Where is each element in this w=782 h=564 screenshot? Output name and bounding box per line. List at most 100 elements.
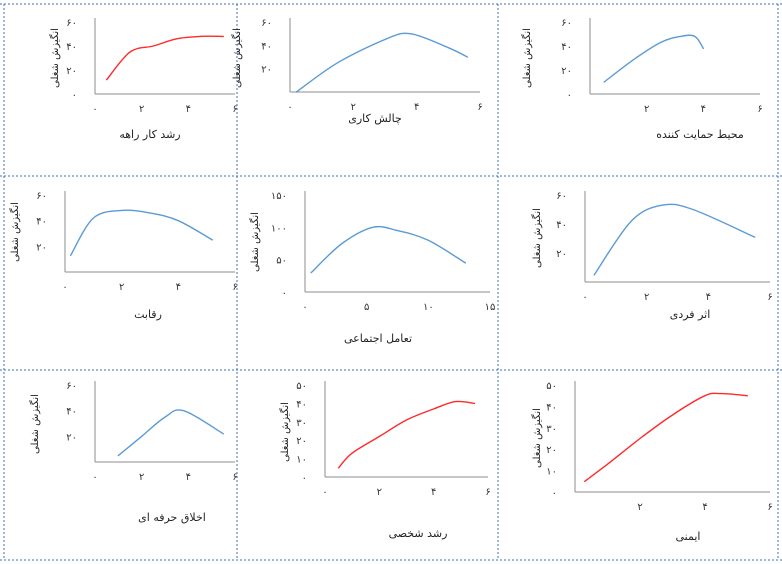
x-tick-label: ۴ bbox=[186, 472, 191, 483]
y-tick-label: ۰ bbox=[302, 473, 307, 484]
x-tick-label: ۰ bbox=[92, 472, 97, 483]
y-tick-label: ۴۰ bbox=[561, 42, 572, 53]
x-tick-label: ۶ bbox=[767, 502, 772, 513]
x-tick-label: ۰ bbox=[92, 104, 97, 115]
x-tick-label: ۴ bbox=[186, 104, 191, 115]
x-axis-title: تعامل اجتماعی bbox=[344, 332, 412, 345]
y-tick-label: ۴۰ bbox=[556, 220, 567, 231]
y-axis-title: انگیزش شغلی bbox=[249, 212, 261, 272]
x-tick-label: ۶ bbox=[485, 487, 490, 498]
y-tick-label: ۴۰ bbox=[66, 42, 77, 53]
x-tick-label: ۲ bbox=[644, 104, 649, 115]
y-tick-label: ۴۰ bbox=[66, 407, 77, 418]
series-line bbox=[311, 227, 465, 273]
series-line bbox=[107, 36, 224, 79]
y-tick-label: ۴۰ bbox=[261, 41, 272, 52]
x-tick-label: ۶ bbox=[767, 292, 772, 303]
series-line bbox=[71, 210, 213, 255]
y-tick-label: ۲۰ bbox=[546, 445, 557, 456]
x-tick-label: ۰ bbox=[322, 487, 327, 498]
x-tick-label: ۰ bbox=[287, 102, 292, 113]
y-axis-title: انگیزش شغلی bbox=[531, 208, 543, 268]
y-tick-label: ۰ bbox=[567, 90, 572, 101]
y-tick-label: ۰ bbox=[282, 288, 287, 299]
x-tick-label: ۴ bbox=[706, 292, 711, 303]
x-tick-label: ۲ bbox=[139, 104, 144, 115]
y-tick-label: ۰ bbox=[72, 90, 77, 101]
chart-4: ۰ ۲ ۴ ۶ ۲۰ ۴۰ ۶۰ انگیزش شغلی اثر فردی bbox=[531, 191, 773, 321]
x-axis-title: رشد کار راهه bbox=[119, 128, 180, 141]
y-tick-label: ۲۰ bbox=[261, 65, 272, 76]
x-tick-label: ۵ bbox=[364, 302, 369, 313]
y-tick-label: ۴۰ bbox=[546, 402, 557, 413]
y-tick-label: ۵۰ bbox=[276, 256, 287, 267]
y-tick-label: ۴۰ bbox=[36, 217, 47, 228]
y-tick-label: ۶۰ bbox=[36, 191, 47, 202]
y-tick-label: ۵۰ bbox=[546, 381, 557, 392]
y-tick-label: ۶۰ bbox=[561, 18, 572, 29]
chart-9: ۰ ۲ ۴ ۶ ۲۰ ۴۰ ۶۰ انگیزش شغلی اخلاق حرفه ای bbox=[29, 381, 238, 524]
y-axis-title: انگیزش شغلی bbox=[521, 28, 533, 88]
chart-6: ۰ ۲ ۴ ۶ ۲۰ ۴۰ ۶۰ انگیزش شغلی رقابت bbox=[9, 191, 238, 321]
x-tick-label: ۲ bbox=[644, 292, 649, 303]
x-axis-title: چالش کاری bbox=[348, 112, 402, 125]
y-tick-label: ۶۰ bbox=[556, 191, 567, 202]
y-tick-label: ۲۰ bbox=[66, 66, 77, 77]
x-axis-title: رشد شخصی bbox=[389, 527, 448, 540]
y-axis-title: انگیزش شغلی bbox=[531, 408, 543, 468]
x-axis-title: ایمنی bbox=[676, 530, 701, 543]
series-line bbox=[594, 204, 754, 275]
series-line bbox=[585, 393, 748, 481]
x-axis-title: اخلاق حرفه ای bbox=[138, 511, 206, 524]
y-axis-title: انگیزش شغلی bbox=[231, 28, 243, 88]
y-axis-title: انگیزش شغلی bbox=[49, 28, 61, 88]
x-tick-label: ۰ bbox=[582, 292, 587, 303]
x-tick-label: ۲ bbox=[139, 472, 144, 483]
y-tick-label: ۱۵۰ bbox=[271, 191, 287, 202]
y-axis-title: انگیزش شغلی bbox=[279, 402, 291, 462]
y-tick-label: ۰ bbox=[552, 488, 557, 499]
x-tick-label: ۴ bbox=[702, 502, 707, 513]
y-tick-label: ۳۰ bbox=[296, 418, 307, 429]
x-tick-label: ۴ bbox=[414, 102, 419, 113]
y-tick-label: ۲۰ bbox=[36, 242, 47, 253]
series-line bbox=[339, 401, 475, 467]
y-tick-label: ۶۰ bbox=[261, 18, 272, 29]
y-axis-title: انگیزش شغلی bbox=[29, 394, 41, 454]
series-line bbox=[296, 33, 467, 92]
x-tick-label: ۴ bbox=[431, 487, 436, 498]
y-tick-label: ۱۰۰ bbox=[271, 223, 287, 234]
chart-7: ۲ ۴ ۶ ۰ ۱۰ ۲۰ ۳۰ ۴۰ ۵۰ انگیزش شغلی ایمنی bbox=[531, 381, 773, 543]
y-tick-label: ۲۰ bbox=[556, 249, 567, 260]
y-tick-label: ۶۰ bbox=[66, 381, 77, 392]
x-axis-title: رقابت bbox=[134, 308, 162, 321]
x-tick-label: ۲ bbox=[119, 282, 124, 293]
x-tick-label: ۶ bbox=[232, 472, 237, 483]
series-line bbox=[604, 35, 703, 82]
y-tick-label: ۲۰ bbox=[296, 436, 307, 447]
x-tick-label: ۲ bbox=[637, 502, 642, 513]
y-tick-label: ۴۰ bbox=[296, 399, 307, 410]
y-tick-label: ۲۰ bbox=[561, 66, 572, 77]
x-tick-label: ۶ bbox=[232, 104, 237, 115]
y-tick-label: ۶۰ bbox=[66, 18, 77, 29]
x-axis-title: محیط حمایت کننده bbox=[656, 128, 744, 141]
x-tick-label: ۶ bbox=[477, 102, 482, 113]
x-tick-label: ۴ bbox=[701, 104, 706, 115]
y-tick-label: ۱۰ bbox=[546, 467, 557, 478]
y-tick-label: ۳۰ bbox=[546, 424, 557, 435]
x-tick-label: ۲ bbox=[377, 487, 382, 498]
y-tick-label: ۲۰ bbox=[66, 432, 77, 443]
x-tick-label: ۶ bbox=[757, 104, 762, 115]
x-tick-label: ۰ bbox=[302, 302, 307, 313]
chart-2: ۰ ۲ ۴ ۶ ۲۰ ۴۰ ۶۰ انگیزش شغلی چالش کاری bbox=[231, 18, 483, 125]
x-tick-label: ۶ bbox=[232, 282, 237, 293]
y-axis-title: انگیزش شغلی bbox=[9, 202, 21, 262]
x-tick-label: ۰ bbox=[62, 282, 67, 293]
series-line bbox=[118, 410, 223, 456]
x-tick-label: ۴ bbox=[176, 282, 181, 293]
